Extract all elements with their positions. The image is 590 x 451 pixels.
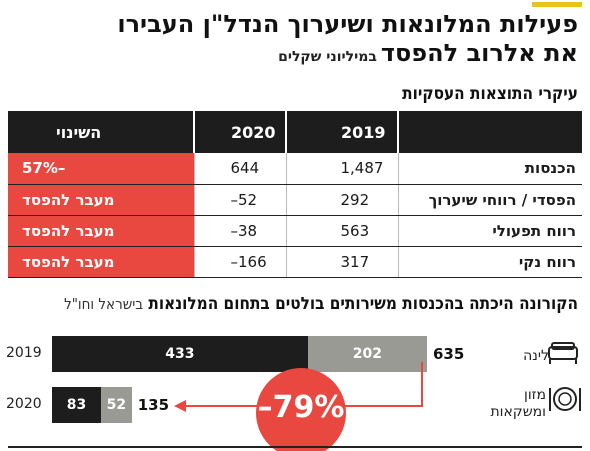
- results-table: 2019 2020 השינוי הכנסות 1,487 644 –57% ה…: [8, 111, 582, 278]
- cell-change: מעבר להפסד: [8, 184, 194, 216]
- category-label-food: מזון ומשקאות: [470, 387, 546, 421]
- cell-change: מעבר להפסד: [8, 246, 194, 278]
- bar-value-label: 202: [352, 346, 382, 362]
- category-label-food-line2: ומשקאות: [490, 404, 546, 420]
- cell-2019: 1,487: [285, 153, 398, 185]
- cell-2020: –52: [193, 184, 286, 216]
- bar-value-label: 52: [106, 397, 127, 413]
- cell-2019: 317: [285, 246, 398, 278]
- table-row: הכנסות 1,487 644 –57%: [8, 153, 582, 185]
- col-header-change: השינוי: [8, 111, 194, 153]
- col-header-label: [397, 111, 582, 153]
- bed-icon: [548, 340, 578, 370]
- bar-value-label: 83: [66, 397, 87, 413]
- bar-segment: 433: [52, 336, 308, 372]
- row-label: רווח תפעולי: [397, 215, 582, 247]
- cell-2019: 563: [285, 215, 398, 247]
- bars-heading-note: בישראל וחו"ל: [64, 295, 144, 313]
- col-header-2020: 2020: [193, 111, 286, 153]
- change-circle-label: –79%: [257, 390, 345, 425]
- cell-change: מעבר להפסד: [8, 215, 194, 247]
- cell-2019: 292: [285, 184, 398, 216]
- bar-segment: 202: [307, 336, 427, 372]
- cell-change: –57%: [8, 153, 194, 185]
- cell-2020: –166: [193, 246, 286, 278]
- title-subtitle: במיליוני שקלים: [278, 49, 377, 65]
- category-label-lodging: לינה: [523, 348, 549, 364]
- category-label-food-line1: מזון: [524, 387, 546, 403]
- row-label: הכנסות: [397, 153, 582, 185]
- title-line-2: את אלרוב להפסדבמיליוני שקלים: [18, 39, 578, 72]
- accent-bar: [532, 2, 582, 7]
- table-row: רווח תפעולי 563 –38 מעבר להפסד: [8, 215, 582, 247]
- table-header-row: 2019 2020 השינוי: [8, 111, 582, 153]
- bar-segment: 52: [101, 387, 132, 423]
- table-row: רווח נקי 317 –166 מעבר להפסד: [8, 246, 582, 278]
- title-line-2-text: את אלרוב להפסד: [380, 39, 578, 67]
- col-header-2019: 2019: [285, 111, 398, 153]
- bar-total-label: 635: [433, 345, 465, 363]
- category-tick-label: 2020: [6, 396, 42, 412]
- bars-heading-text: הקורונה היכתה בהכנסות משירותים בולטים בת…: [148, 294, 578, 314]
- cell-2020: 644: [193, 153, 286, 185]
- page-title: פעילות המלונאות ושיערוך הנדל"ן העבירו את…: [18, 10, 578, 72]
- plate-cutlery-icon: [548, 384, 582, 418]
- table-heading: עיקרי התוצאות העסקיות: [402, 84, 578, 104]
- bottom-rule: [8, 446, 582, 448]
- category-tick-label: 2019: [6, 345, 42, 361]
- bars-heading: הקורונה היכתה בהכנסות משירותים בולטים בת…: [64, 294, 578, 314]
- row-label: הפסדי / רווחי שיערוך: [397, 184, 582, 216]
- cell-2020: –38: [193, 215, 286, 247]
- table-row: הפסדי / רווחי שיערוך 292 –52 מעבר להפסד: [8, 184, 582, 216]
- row-label: רווח נקי: [397, 246, 582, 278]
- bar-value-label: 433: [165, 346, 195, 362]
- change-circle: –79%: [256, 368, 346, 451]
- bar-total-label: 135: [137, 396, 170, 414]
- bar-segment: 83: [52, 387, 102, 423]
- title-line-1: פעילות המלונאות ושיערוך הנדל"ן העבירו: [117, 10, 578, 38]
